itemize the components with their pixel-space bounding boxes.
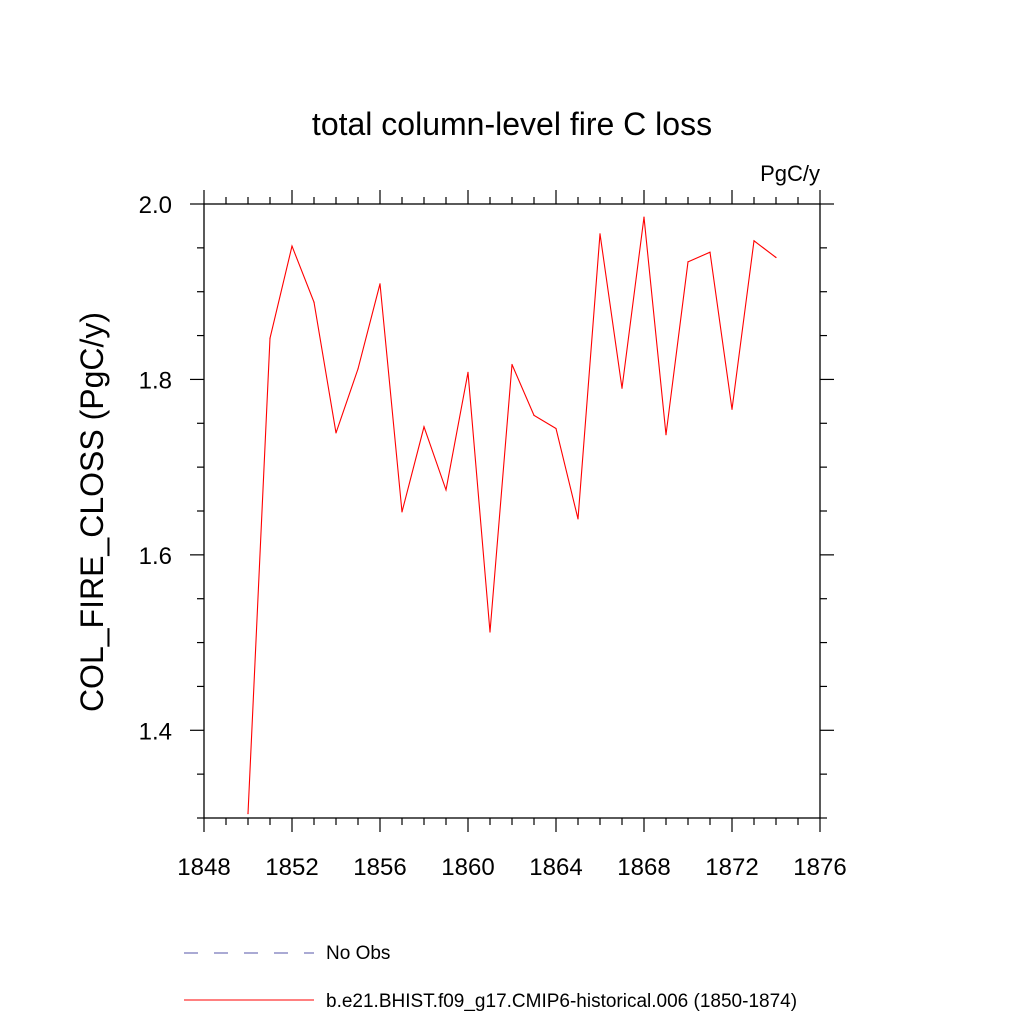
data-point <box>643 216 645 218</box>
data-point <box>599 233 601 235</box>
data-point <box>621 387 623 389</box>
series-layer <box>247 216 777 815</box>
data-point <box>313 301 315 303</box>
axis-ticks <box>190 190 834 832</box>
data-point <box>445 489 447 491</box>
data-point <box>555 427 557 430</box>
y-tick-label: 1.4 <box>139 718 172 745</box>
data-point <box>731 408 733 410</box>
data-point <box>335 432 337 434</box>
y-tick-label: 2.0 <box>139 192 172 219</box>
axis-tick-labels: 1848 1852 1856 1860 1864 1868 1872 1876 1.4 1.6 1.… <box>139 192 847 881</box>
series-line <box>247 217 777 814</box>
units-label: PgC/y <box>760 161 820 186</box>
x-tick-label: 1860 <box>441 854 494 881</box>
data-point <box>577 518 579 520</box>
data-point <box>489 631 491 633</box>
data-point <box>665 434 667 436</box>
legend-label-no-obs: No Obs <box>326 943 390 964</box>
data-point <box>533 414 535 416</box>
data-point <box>291 245 293 247</box>
data-point <box>467 371 469 374</box>
data-point <box>775 256 777 259</box>
x-tick-label: 1868 <box>617 854 670 881</box>
data-point <box>423 426 425 428</box>
x-tick-label: 1864 <box>529 854 582 881</box>
data-point <box>753 240 755 242</box>
y-tick-label: 1.6 <box>139 543 172 570</box>
legend: No Obs b.e21.BHIST.f09_g17.CMIP6-histori… <box>184 943 797 1012</box>
data-point <box>247 813 249 815</box>
legend-label-model: b.e21.BHIST.f09_g17.CMIP6-historical.006… <box>326 991 797 1012</box>
x-tick-label: 1872 <box>705 854 758 881</box>
x-tick-label: 1852 <box>265 854 318 881</box>
y-tick-label: 1.8 <box>139 367 172 394</box>
data-point <box>687 261 689 263</box>
data-point <box>357 368 359 370</box>
x-tick-label: 1876 <box>793 854 846 881</box>
x-tick-label: 1856 <box>353 854 406 881</box>
x-tick-label: 1848 <box>177 854 230 881</box>
data-point <box>511 363 513 366</box>
data-point <box>379 283 381 285</box>
plot-frame <box>203 203 821 819</box>
data-point <box>401 511 403 513</box>
y-axis-label: COL_FIRE_CLOSS (PgC/y) <box>74 312 110 712</box>
data-point <box>709 251 711 253</box>
chart-title: total column-level fire C loss <box>312 106 712 142</box>
data-point <box>269 337 271 339</box>
